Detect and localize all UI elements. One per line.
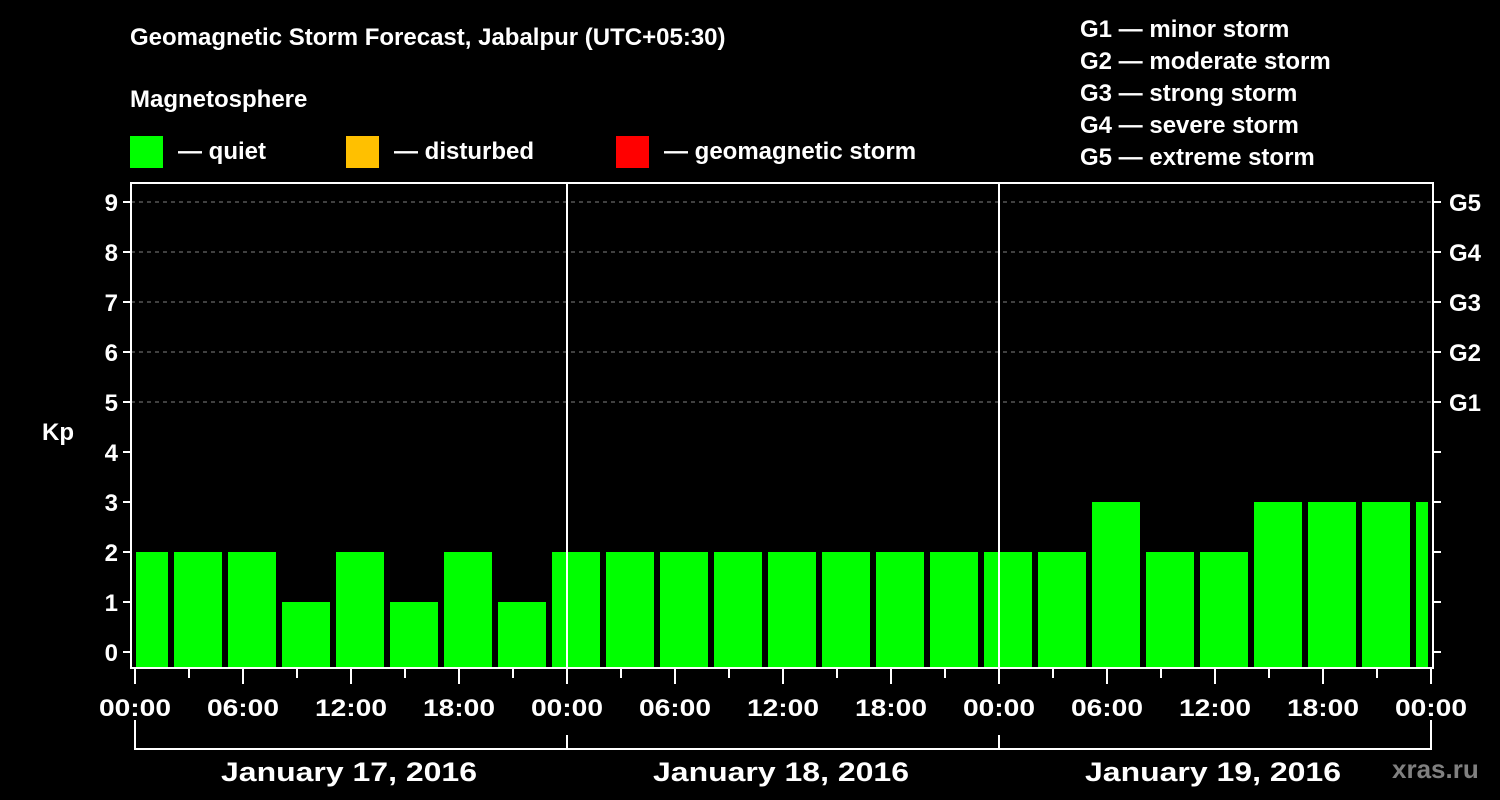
- g-scale-label: G5: [1449, 190, 1481, 217]
- g-scale-label: G2: [1449, 340, 1481, 367]
- kp-bar-partial: [1416, 502, 1428, 667]
- y-tick-label: 2: [105, 540, 118, 567]
- kp-bar: [876, 552, 924, 667]
- legend-item-storm: — geomagnetic storm: [616, 136, 916, 168]
- y-tick-label: 5: [105, 390, 118, 417]
- kp-bar: [390, 602, 438, 667]
- y-tick-label: 7: [105, 290, 118, 317]
- g-scale-label: G3: [1449, 290, 1481, 317]
- kp-bar: [822, 552, 870, 667]
- x-tick-label: 18:00: [855, 695, 927, 722]
- y-tick-label: 3: [105, 490, 118, 517]
- g-scale-item: G2 — moderate storm: [1080, 48, 1331, 75]
- g-scale-item: G4 — severe storm: [1080, 112, 1299, 139]
- kp-bar: [1308, 502, 1356, 667]
- legend-label: — quiet: [178, 138, 266, 165]
- kp-bar: [228, 552, 276, 667]
- g-scale-item: G5 — extreme storm: [1080, 144, 1315, 171]
- day-label: January 17, 2016: [221, 757, 477, 787]
- kp-bar: [444, 552, 492, 667]
- kp-bar: [714, 552, 762, 667]
- g-scale-item: G3 — strong storm: [1080, 80, 1298, 107]
- kp-bar: [606, 552, 654, 667]
- x-tick-label: 00:00: [963, 695, 1035, 722]
- y-tick-label: 6: [105, 340, 118, 367]
- storm-swatch: [616, 136, 649, 168]
- x-tick-label: 06:00: [1071, 695, 1143, 722]
- g-scale-legend: G1 — minor storm G2 — moderate storm G3 …: [1080, 14, 1331, 174]
- x-tick-label: 12:00: [1179, 695, 1251, 722]
- y-axis-label: Kp: [42, 419, 74, 446]
- legend-label: — disturbed: [394, 138, 535, 165]
- x-tick-label: 18:00: [1287, 695, 1359, 722]
- kp-bar: [768, 552, 816, 667]
- x-tick-label: 00:00: [531, 695, 603, 722]
- watermark: xras.ru: [1392, 754, 1479, 784]
- day-label: January 18, 2016: [653, 757, 909, 787]
- kp-bar: [282, 602, 330, 667]
- kp-bar: [1362, 502, 1410, 667]
- kp-bar: [930, 552, 978, 667]
- kp-bar: [174, 552, 222, 667]
- kp-bar: [1200, 552, 1248, 667]
- disturbed-swatch: [346, 136, 379, 168]
- day-bracket: [134, 720, 1432, 750]
- legend-title: Magnetosphere: [130, 86, 308, 113]
- quiet-swatch: [130, 136, 163, 168]
- kp-bar: [660, 552, 708, 667]
- y-tick-label: 0: [105, 640, 118, 667]
- legend-item-quiet: — quiet: [130, 136, 266, 168]
- g-scale-label: G4: [1449, 240, 1482, 267]
- kp-bar: [1038, 552, 1086, 667]
- kp-bar: [1092, 502, 1140, 667]
- g-scale-label: G1: [1449, 390, 1481, 417]
- x-tick-label: 12:00: [315, 695, 387, 722]
- g-scale-item: G1 — minor storm: [1080, 16, 1290, 43]
- x-tick-label: 00:00: [1395, 695, 1467, 722]
- x-tick-label: 18:00: [423, 695, 495, 722]
- legend-label: — geomagnetic storm: [664, 138, 917, 165]
- legend-item-disturbed: — disturbed: [346, 136, 534, 168]
- x-tick-label: 06:00: [639, 695, 711, 722]
- kp-bar: [1146, 552, 1194, 667]
- chart-title: Geomagnetic Storm Forecast, Jabalpur (UT…: [130, 24, 726, 51]
- kp-bar: [336, 552, 384, 667]
- y-tick-label: 4: [105, 440, 119, 467]
- kp-bar: [498, 602, 546, 667]
- kp-bar: [984, 552, 1032, 667]
- x-tick-label: 00:00: [99, 695, 171, 722]
- kp-bar: [136, 552, 168, 667]
- kp-bar: [1254, 502, 1302, 667]
- y-tick-label: 9: [105, 190, 118, 217]
- kp-bar: [552, 552, 600, 667]
- x-tick-label: 06:00: [207, 695, 279, 722]
- y-tick-label: 8: [105, 240, 118, 267]
- day-label: January 19, 2016: [1085, 757, 1341, 787]
- x-tick-label: 12:00: [747, 695, 819, 722]
- y-tick-label: 1: [105, 590, 118, 617]
